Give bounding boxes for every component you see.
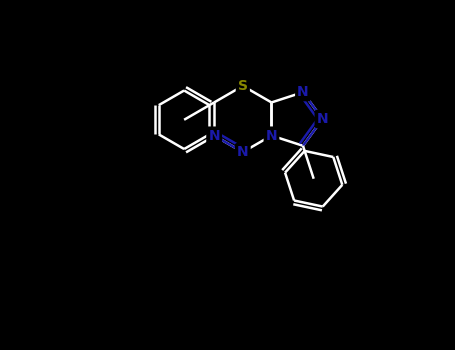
Text: N: N [317,112,328,126]
Text: N: N [297,85,309,99]
Text: N: N [237,145,248,159]
Text: S: S [238,79,248,93]
Text: N: N [266,128,277,142]
Text: N: N [208,128,220,142]
